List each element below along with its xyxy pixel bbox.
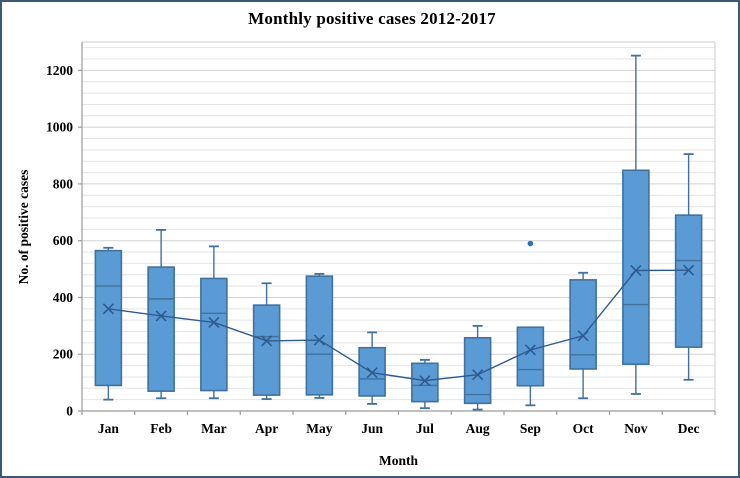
y-tick-label: 0 <box>66 404 73 419</box>
x-tick-label-may: May <box>306 421 332 436</box>
box-nov <box>622 169 650 365</box>
mean-marker-sep <box>524 344 536 356</box>
box-jul <box>411 362 439 403</box>
box-sep <box>516 326 545 387</box>
x-tick-label-sep: Sep <box>520 421 541 436</box>
mean-marker-dec <box>683 264 695 276</box>
box-apr <box>252 304 281 396</box>
y-tick-label: 1000 <box>46 120 73 135</box>
mean-marker-jan <box>102 303 114 315</box>
x-tick-label-feb: Feb <box>150 421 172 436</box>
x-tick-label-aug: Aug <box>466 421 490 436</box>
box-may <box>305 275 334 396</box>
x-axis-title: Month <box>378 453 418 468</box>
mean-marker-may <box>313 334 325 346</box>
x-tick-label-nov: Nov <box>624 421 647 436</box>
y-tick-label: 1200 <box>46 63 73 78</box>
mean-marker-oct <box>577 330 589 342</box>
outlier-sep <box>527 240 534 247</box>
chart-title: Monthly positive cases 2012-2017 <box>248 9 496 28</box>
mean-marker-apr <box>261 335 273 347</box>
mean-marker-feb <box>155 310 167 322</box>
x-tick-label-mar: Mar <box>201 421 226 436</box>
mean-marker-jul <box>419 375 431 387</box>
mean-line <box>108 269 689 382</box>
x-tick-label-jun: Jun <box>361 421 383 436</box>
mean-marker-nov <box>630 264 642 277</box>
y-tick-label: 400 <box>53 290 74 305</box>
x-tick-label-jan: Jan <box>98 421 120 436</box>
y-tick-label: 600 <box>53 233 74 248</box>
x-tick-label-oct: Oct <box>573 421 594 436</box>
box-jan <box>94 249 123 387</box>
x-tick-label-apr: Apr <box>255 421 278 436</box>
y-tick-label: 200 <box>53 347 74 362</box>
y-tick-label: 800 <box>53 176 74 191</box>
x-tick-label-jul: Jul <box>416 421 434 436</box>
box-feb <box>147 266 175 392</box>
mean-marker-jun <box>366 367 378 379</box>
mean-marker-mar <box>208 316 220 329</box>
box-dec <box>674 214 703 348</box>
x-tick-label-dec: Dec <box>678 421 700 436</box>
box-mar <box>200 277 228 392</box>
mean-marker-aug <box>472 369 484 381</box>
